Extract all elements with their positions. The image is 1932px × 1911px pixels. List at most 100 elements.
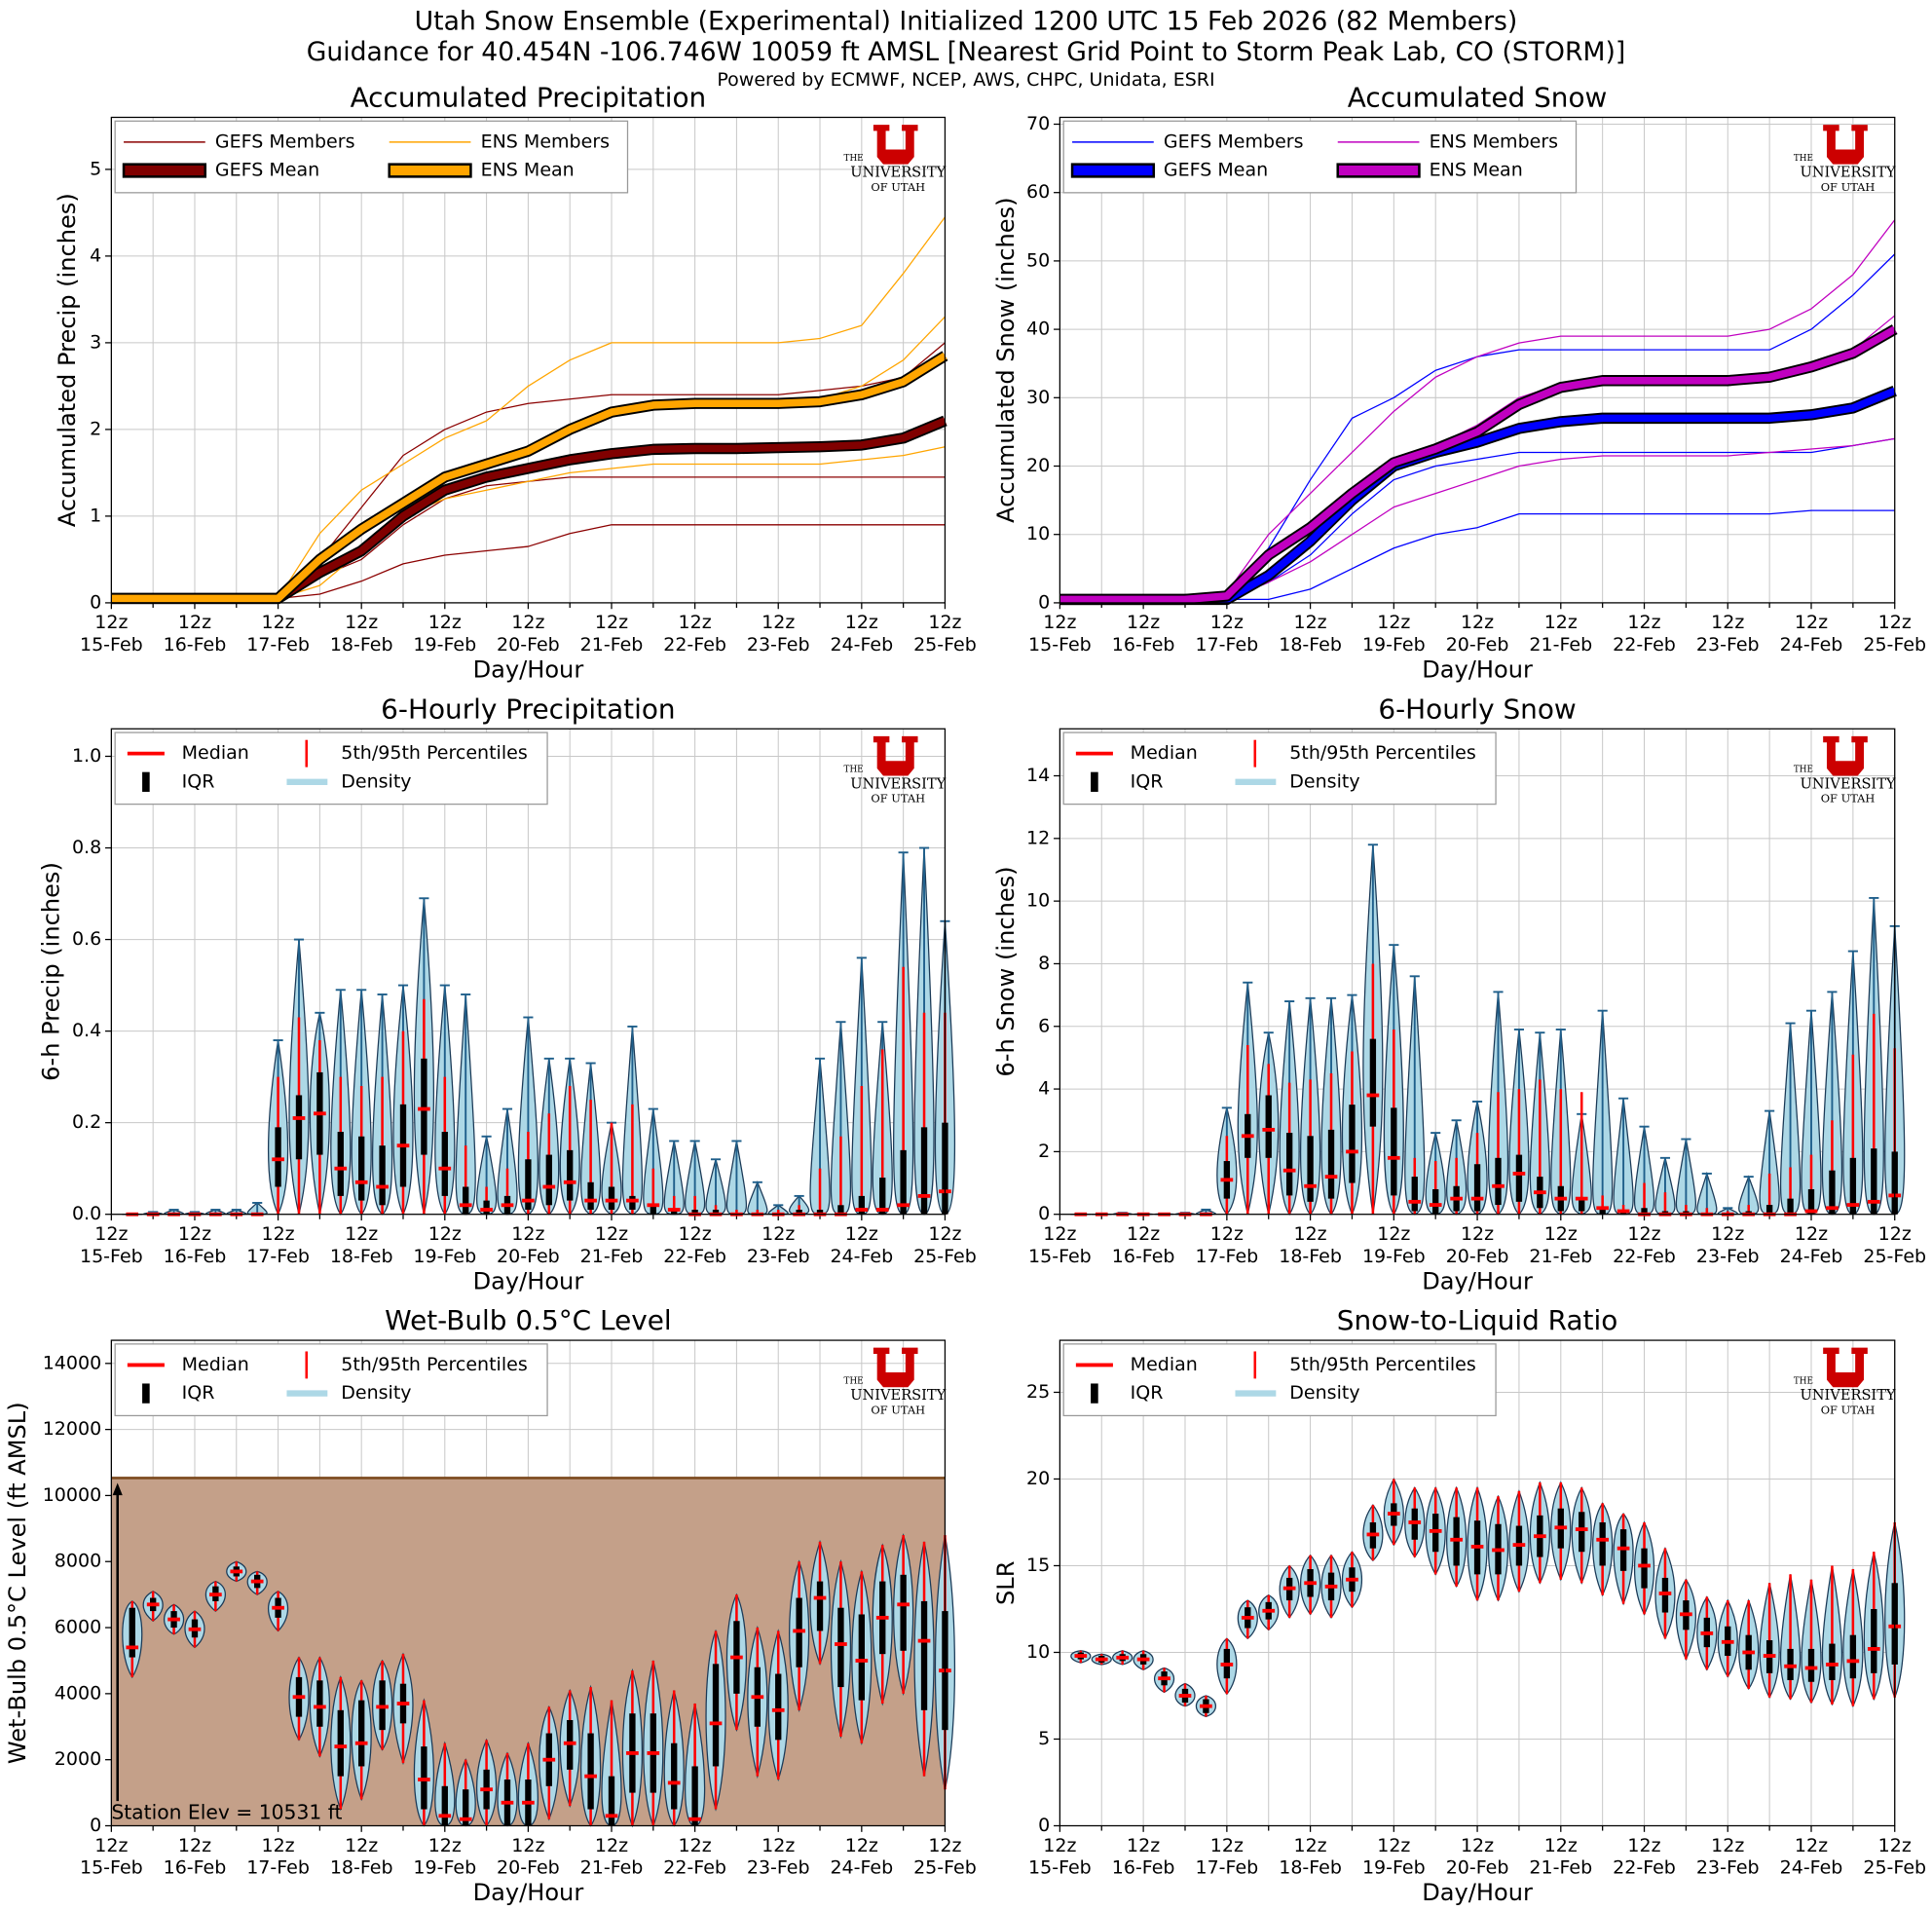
legend-label: Density (1289, 770, 1359, 792)
x-tick-label: 12z 17-Feb (246, 1834, 310, 1878)
main-title: Guidance for 40.454N -106.746W 10059 ft … (307, 37, 1626, 67)
iqr (1829, 1170, 1836, 1215)
legend-label: GEFS Mean (1164, 160, 1268, 181)
legend-swatch (142, 771, 150, 792)
iqr (1599, 1521, 1606, 1566)
x-tick-label: 12z 15-Feb (1028, 1834, 1092, 1878)
legend-swatch (388, 163, 472, 178)
iqr (441, 1132, 448, 1196)
x-tick-label: 12z 22-Feb (663, 612, 726, 656)
y-tick-label: 10 (1026, 890, 1050, 912)
iqr (316, 1680, 323, 1727)
x-axis-label: Day/Hour (473, 1879, 584, 1906)
x-tick-label: 12z 23-Feb (1696, 612, 1760, 656)
x-tick-label: 12z 18-Feb (1279, 612, 1342, 656)
x-tick-label: 12z 21-Feb (580, 1834, 644, 1878)
iqr (358, 1700, 365, 1767)
y-tick-label: 12000 (43, 1418, 101, 1440)
logo-u (1823, 735, 1868, 776)
x-tick-label: 12z 19-Feb (413, 612, 476, 656)
logo-text: THE (844, 1376, 864, 1386)
x-tick-label: 12z 23-Feb (1696, 1222, 1760, 1266)
x-tick-label: 12z 18-Feb (330, 612, 393, 656)
x-tick-label: 12z 18-Feb (330, 1834, 393, 1878)
y-tick-label: 60 (1026, 181, 1050, 203)
y-tick-label: 0 (1038, 1203, 1050, 1224)
y-tick-label: 30 (1026, 387, 1050, 408)
logo-text: UNIVERSITY (850, 165, 946, 181)
x-tick-label: 12z 18-Feb (330, 1222, 393, 1266)
y-tick-label: 0 (90, 1815, 101, 1836)
mean-line (1059, 325, 1897, 604)
iqr (525, 1159, 532, 1210)
plot-frame (1059, 728, 1896, 1216)
iqr (441, 1785, 448, 1826)
legend-label: IQR (182, 770, 215, 792)
x-tick-label: 12z 18-Feb (1279, 1222, 1342, 1266)
x-tick-label: 12z 22-Feb (1613, 612, 1676, 656)
legend-swatch (1070, 163, 1156, 178)
subtitle: Powered by ECMWF, NCEP, AWS, CHPC, Unida… (717, 69, 1214, 91)
y-tick-label: 2 (90, 418, 101, 439)
iqr (1307, 1136, 1314, 1202)
plot-frame (110, 1339, 947, 1827)
iqr (1829, 1643, 1836, 1680)
logo-text: THE (1794, 766, 1813, 775)
y-tick-label: 10 (1026, 523, 1050, 544)
legend-label: Density (1289, 1382, 1359, 1404)
iqr (816, 1209, 824, 1215)
y-axis-label: Accumulated Snow (inches) (992, 198, 1020, 523)
y-tick-label: 0.2 (72, 1111, 101, 1133)
plot-frame (1059, 116, 1896, 604)
logo-u (1823, 1347, 1868, 1388)
legend-swatch (1336, 163, 1421, 178)
iqr (858, 1614, 866, 1701)
iqr (879, 1178, 886, 1215)
y-tick-label: 4000 (55, 1682, 101, 1704)
x-tick-label: 12z 24-Feb (830, 612, 893, 656)
y-tick-label: 25 (1026, 1381, 1050, 1403)
legend-label: IQR (1131, 1382, 1164, 1404)
x-tick-label: 12z 22-Feb (1613, 1834, 1676, 1878)
legend-label: 5th/95th Percentiles (1289, 742, 1475, 764)
iqr (671, 1742, 678, 1810)
legend-swatch (142, 1383, 150, 1404)
iqr (1579, 1512, 1585, 1553)
x-tick-label: 12z 17-Feb (246, 1222, 310, 1266)
legend-label: 5th/95th Percentiles (341, 1354, 527, 1375)
y-tick-label: 0 (1038, 1815, 1050, 1836)
iqr (629, 1195, 636, 1210)
iqr (587, 1733, 594, 1810)
x-tick-label: 12z 20-Feb (1446, 1222, 1509, 1266)
plot-frame (1059, 1339, 1896, 1827)
iqr (900, 1149, 907, 1215)
iqr (691, 1209, 698, 1215)
y-tick-label: 2000 (55, 1748, 101, 1770)
x-tick-label: 12z 23-Feb (747, 1834, 810, 1878)
logo-u (873, 735, 918, 776)
plot-frame (110, 728, 947, 1216)
y-axis-label: Accumulated Precip (inches) (54, 193, 81, 527)
x-tick-label: 12z 19-Feb (413, 1834, 476, 1878)
legend-box (114, 120, 629, 194)
x-tick-label: 12z 20-Feb (1446, 1834, 1509, 1878)
legend-label: Median (182, 742, 249, 764)
iqr (671, 1209, 678, 1215)
iqr (1391, 1107, 1397, 1196)
y-tick-label: 14 (1026, 765, 1050, 786)
x-tick-label: 12z 16-Feb (1112, 1834, 1175, 1878)
x-tick-label: 12z 24-Feb (1780, 612, 1843, 656)
y-axis-label: SLR (992, 1560, 1020, 1605)
iqr (837, 1205, 844, 1215)
legend-box (114, 731, 548, 806)
x-tick-label: 12z 16-Feb (164, 1834, 227, 1878)
logo-text: OF UTAH (871, 792, 925, 806)
legend-label: Density (341, 1382, 411, 1404)
iqr (1871, 1148, 1877, 1215)
plot-frame (110, 116, 947, 604)
panel-title: 6-Hourly Precipitation (381, 693, 675, 725)
y-tick-label: 6 (1038, 1015, 1050, 1036)
legend-label: Median (1131, 1354, 1198, 1375)
iqr (858, 1195, 866, 1215)
y-tick-label: 40 (1026, 318, 1050, 340)
